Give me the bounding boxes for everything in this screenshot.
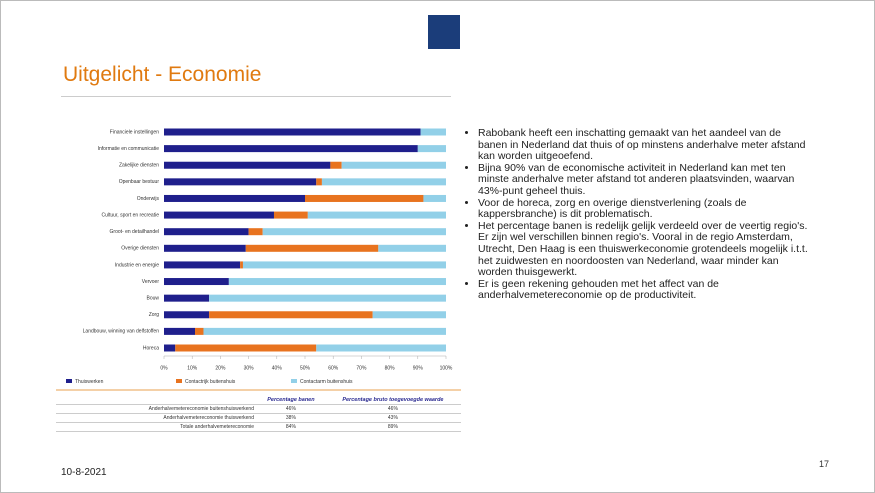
bar-segment <box>209 311 373 319</box>
y-tick-label: Industrie en energie <box>115 262 159 268</box>
x-tick-label: 10% <box>187 365 198 371</box>
y-tick-label: Groot- en detailhandel <box>110 229 159 235</box>
bar-segment <box>248 228 263 236</box>
x-tick-label: 80% <box>385 365 396 371</box>
bar-segment <box>245 244 379 252</box>
bullet: Er is geen rekening gehouden met het aff… <box>478 278 808 302</box>
cell: 43% <box>324 413 461 423</box>
table-row: Anderhalvemetereconomie thuiswerkend 38% 4… <box>56 413 461 423</box>
bar-segment <box>307 211 446 219</box>
x-tick-label: 70% <box>356 365 367 371</box>
y-tick-label: Overige diensten <box>121 246 159 252</box>
x-tick-label: 30% <box>244 365 255 371</box>
y-tick-label: Vervoer <box>142 279 160 285</box>
bar-segment <box>372 311 446 319</box>
table-row: Anderhalvemetereconomie buitenshuiswerke… <box>56 404 461 414</box>
slide-title: Uitgelicht - Economie <box>63 63 262 86</box>
bar-segment <box>164 194 305 202</box>
bar-segment <box>164 294 210 302</box>
bullet: Voor de horeca, zorg en overige dienstve… <box>478 197 808 221</box>
bar-segment <box>305 194 424 202</box>
bar-segment <box>423 194 446 202</box>
legend-label: Thuiswerken <box>75 379 104 385</box>
bar-segment <box>242 261 446 269</box>
bar-segment <box>341 161 446 169</box>
table: Percentage banen Percentage bruto toegevo… <box>56 396 461 432</box>
logo <box>428 15 460 49</box>
bar-segment <box>164 161 331 169</box>
y-tick-label: Informatie en communicatie <box>98 146 160 152</box>
bar-segment <box>321 178 446 186</box>
y-tick-label: Horeca <box>143 345 159 351</box>
y-tick-label: Onderwijs <box>137 196 160 202</box>
bar-segment <box>240 261 243 269</box>
bar-segment <box>417 145 446 153</box>
legend-label: Contactrijk buitenshuis <box>185 379 236 385</box>
x-tick-label: 60% <box>328 365 339 371</box>
y-tick-label: Openbaar bestuur <box>119 179 160 185</box>
x-tick-label: 90% <box>413 365 424 371</box>
page-number: 17 <box>819 459 830 469</box>
table-row: Totale anderhalvemetereconomie 84% 89% <box>56 422 461 432</box>
bar-segment <box>262 228 446 236</box>
bar-segment <box>273 211 308 219</box>
bar-segment <box>164 211 274 219</box>
bar-segment <box>316 178 322 186</box>
y-tick-label: Financiele instellingen <box>110 129 159 135</box>
chart: Financiele instellingen Informatie en com… <box>56 128 461 391</box>
bar-segment <box>420 128 446 136</box>
cell: Anderhalvemetereconomie buitenshuiswerke… <box>56 404 257 414</box>
x-tick-label: 50% <box>300 365 311 371</box>
bar-segment <box>203 327 446 335</box>
header-cell: Percentage banen <box>257 396 325 405</box>
bar-segment <box>228 278 446 286</box>
date: 10-8-2021 <box>61 467 107 478</box>
bar-segment <box>209 294 446 302</box>
bullet: Rabobank heeft een inschatting gemaakt v… <box>478 127 808 163</box>
cell: 89% <box>324 422 461 432</box>
legend-swatch <box>66 379 72 383</box>
bar-segment <box>164 128 421 136</box>
bar-segment <box>175 344 317 352</box>
bar-segment <box>164 311 210 319</box>
y-tick-label: Bouw <box>146 295 159 301</box>
bar-segment <box>164 278 229 286</box>
y-tick-label: Zorg <box>149 312 160 318</box>
bar-segment <box>164 145 418 153</box>
cell <box>56 396 257 405</box>
cell: 38% <box>257 413 325 423</box>
legend-swatch <box>176 379 182 383</box>
y-tick-label: Cultuur, sport en recreatie <box>101 212 159 218</box>
bar-segment <box>330 161 342 169</box>
bullet: Bijna 90% van de economische activiteit … <box>478 162 808 198</box>
bar-segment <box>164 261 241 269</box>
cell: 46% <box>324 404 461 414</box>
bar-segment <box>164 344 176 352</box>
bullet: Het percentage banen is redelijk gelijk … <box>478 220 808 279</box>
bar-segment <box>164 228 249 236</box>
x-tick-label: 20% <box>215 365 226 371</box>
x-tick-label: 0% <box>160 365 168 371</box>
title-rule <box>61 96 451 97</box>
cell: 84% <box>257 422 325 432</box>
header-cell: Percentage bruto toegevoegde waarde <box>324 396 461 405</box>
cell: 46% <box>257 404 325 414</box>
cell: Anderhalvemetereconomie thuiswerkend <box>56 413 257 423</box>
bar-segment <box>195 327 204 335</box>
bar-segment <box>164 244 246 252</box>
bullet-list: Rabobank heeft een inschatting gemaakt v… <box>466 127 808 302</box>
bar-segment <box>164 178 317 186</box>
cell: Totale anderhalvemetereconomie <box>56 422 257 432</box>
table-header: Percentage banen Percentage bruto toegevo… <box>56 396 461 405</box>
y-tick-label: Zakelijke diensten <box>119 163 159 169</box>
x-tick-label: 100% <box>440 365 453 371</box>
bar-segment <box>316 344 446 352</box>
legend-swatch <box>291 379 297 383</box>
x-tick-label: 40% <box>272 365 283 371</box>
y-tick-label: Landbouw, winning van delfstoffen <box>83 329 160 335</box>
bar-segment <box>378 244 446 252</box>
bar-segment <box>164 327 196 335</box>
legend-label: Contactarm buitenshuis <box>300 379 353 385</box>
